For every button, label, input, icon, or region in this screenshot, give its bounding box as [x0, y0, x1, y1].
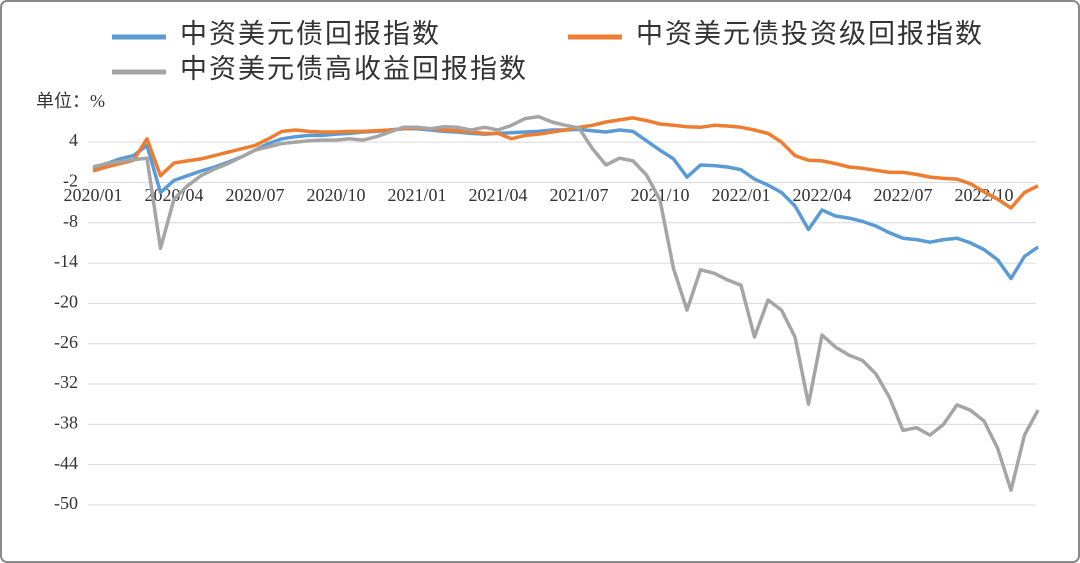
- y-tick-label: -8: [63, 211, 78, 231]
- x-tick-label: 2020/01: [63, 185, 122, 205]
- y-tick-label: -14: [54, 251, 78, 271]
- y-tick-label: -26: [54, 332, 78, 352]
- series-line: [92, 114, 1040, 492]
- x-tick-label: 2021/10: [630, 185, 689, 205]
- legend-label: 中资美元债投资级回报指数: [636, 19, 984, 49]
- x-tick-label: 2021/07: [549, 185, 608, 205]
- y-tick-label: -50: [54, 493, 78, 513]
- y-tick-label: -44: [54, 453, 78, 473]
- x-tick-label: 2020/10: [306, 185, 365, 205]
- legend-label: 中资美元债回报指数: [180, 19, 441, 49]
- y-unit-label: 单位：%: [36, 91, 105, 111]
- y-tick-label: -32: [54, 372, 78, 392]
- x-tick-label: 2020/07: [225, 185, 284, 205]
- x-tick-label: 2022/04: [792, 185, 851, 205]
- legend-label: 中资美元债高收益回报指数: [180, 54, 528, 84]
- y-tick-label: 4: [69, 130, 78, 150]
- y-tick-label: -38: [54, 412, 78, 432]
- x-tick-label: 2021/04: [468, 185, 527, 205]
- x-tick-label: 2022/07: [873, 185, 932, 205]
- x-tick-label: 2022/01: [711, 185, 770, 205]
- y-tick-label: -20: [54, 292, 78, 312]
- y-tick-label: -2: [63, 171, 78, 191]
- series-line: [92, 116, 1039, 210]
- x-tick-label: 2021/01: [387, 185, 446, 205]
